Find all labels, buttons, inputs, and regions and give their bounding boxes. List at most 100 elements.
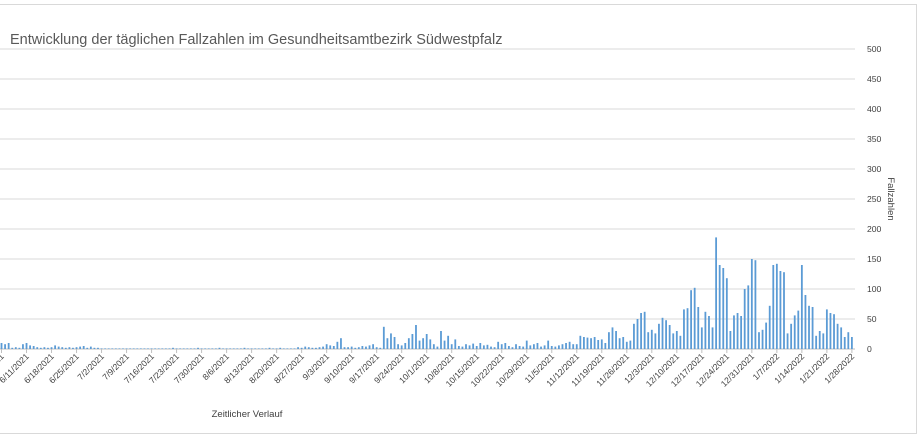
bar bbox=[568, 341, 571, 349]
bar bbox=[407, 338, 410, 349]
bar bbox=[265, 348, 267, 349]
bar bbox=[397, 344, 400, 349]
bar bbox=[375, 347, 378, 349]
bar bbox=[725, 278, 728, 349]
bar bbox=[593, 337, 596, 349]
bar bbox=[368, 345, 371, 349]
bar bbox=[257, 348, 260, 349]
bar bbox=[643, 311, 646, 349]
bar bbox=[332, 346, 335, 349]
bar bbox=[357, 347, 360, 349]
bar bbox=[189, 348, 192, 349]
bar bbox=[536, 343, 539, 349]
bar bbox=[779, 271, 782, 349]
bar bbox=[250, 348, 253, 349]
bar bbox=[175, 348, 178, 349]
y-tick-label: 100 bbox=[867, 284, 882, 294]
bar bbox=[504, 343, 507, 349]
bar bbox=[736, 313, 739, 349]
bar bbox=[758, 332, 760, 349]
bar bbox=[89, 346, 92, 349]
bar bbox=[543, 345, 546, 349]
bar bbox=[157, 348, 160, 349]
y-tick-label: 200 bbox=[867, 224, 882, 234]
bar bbox=[690, 290, 692, 349]
bar bbox=[461, 346, 464, 349]
bar bbox=[597, 340, 600, 349]
bar bbox=[404, 343, 407, 349]
y-tick-label: 450 bbox=[867, 74, 882, 84]
bar bbox=[472, 343, 475, 349]
bar bbox=[765, 322, 768, 349]
bar bbox=[693, 287, 696, 349]
bar bbox=[211, 348, 214, 349]
bar bbox=[64, 347, 67, 349]
bar bbox=[386, 338, 389, 349]
bar bbox=[14, 347, 17, 349]
bar bbox=[615, 331, 617, 349]
bar bbox=[340, 338, 342, 349]
bar bbox=[307, 347, 310, 349]
bar bbox=[672, 333, 675, 349]
bar bbox=[11, 347, 14, 349]
bar bbox=[475, 346, 478, 349]
bar bbox=[658, 323, 660, 349]
bar bbox=[161, 348, 164, 349]
bar bbox=[636, 319, 639, 349]
y-tick-label: 300 bbox=[867, 164, 882, 174]
bar bbox=[361, 346, 364, 349]
bar bbox=[808, 305, 810, 349]
bar bbox=[318, 347, 321, 349]
bar bbox=[465, 344, 467, 349]
bar bbox=[800, 265, 803, 349]
bar bbox=[329, 345, 332, 349]
bar bbox=[843, 337, 846, 349]
bar bbox=[315, 347, 317, 349]
bar bbox=[500, 344, 503, 349]
y-tick-label: 150 bbox=[867, 254, 882, 264]
bar bbox=[840, 327, 843, 349]
bar bbox=[611, 327, 614, 349]
bar bbox=[829, 313, 832, 349]
bar bbox=[282, 348, 285, 349]
bar bbox=[518, 346, 521, 349]
bar bbox=[97, 347, 99, 349]
bar bbox=[565, 343, 567, 349]
bar bbox=[590, 338, 592, 349]
bar bbox=[415, 325, 417, 349]
bar bbox=[214, 348, 217, 349]
bar bbox=[290, 348, 292, 349]
bar bbox=[750, 259, 753, 349]
bar bbox=[72, 347, 74, 349]
bar bbox=[86, 347, 89, 349]
bar bbox=[136, 348, 139, 349]
bar bbox=[39, 347, 42, 349]
bar bbox=[207, 348, 210, 349]
bar bbox=[575, 344, 578, 349]
bar bbox=[561, 344, 564, 349]
bar bbox=[604, 343, 607, 349]
bar bbox=[54, 345, 57, 349]
bar bbox=[697, 307, 700, 349]
bar bbox=[740, 316, 743, 349]
bar bbox=[422, 338, 425, 349]
bar bbox=[822, 333, 825, 349]
bar bbox=[154, 348, 157, 349]
bar bbox=[722, 268, 725, 349]
bar bbox=[622, 337, 625, 349]
bar bbox=[675, 331, 678, 349]
bar bbox=[754, 260, 757, 349]
bar bbox=[350, 346, 353, 349]
y-tick-label: 250 bbox=[867, 194, 882, 204]
bar bbox=[168, 348, 171, 349]
bar bbox=[497, 341, 500, 349]
bar bbox=[122, 348, 124, 349]
gridlines bbox=[0, 48, 855, 350]
bar bbox=[818, 331, 821, 349]
bar bbox=[704, 311, 707, 349]
bar bbox=[429, 339, 432, 349]
bar bbox=[43, 347, 46, 349]
bar bbox=[325, 344, 328, 349]
bar bbox=[322, 346, 324, 349]
bar bbox=[268, 347, 271, 349]
